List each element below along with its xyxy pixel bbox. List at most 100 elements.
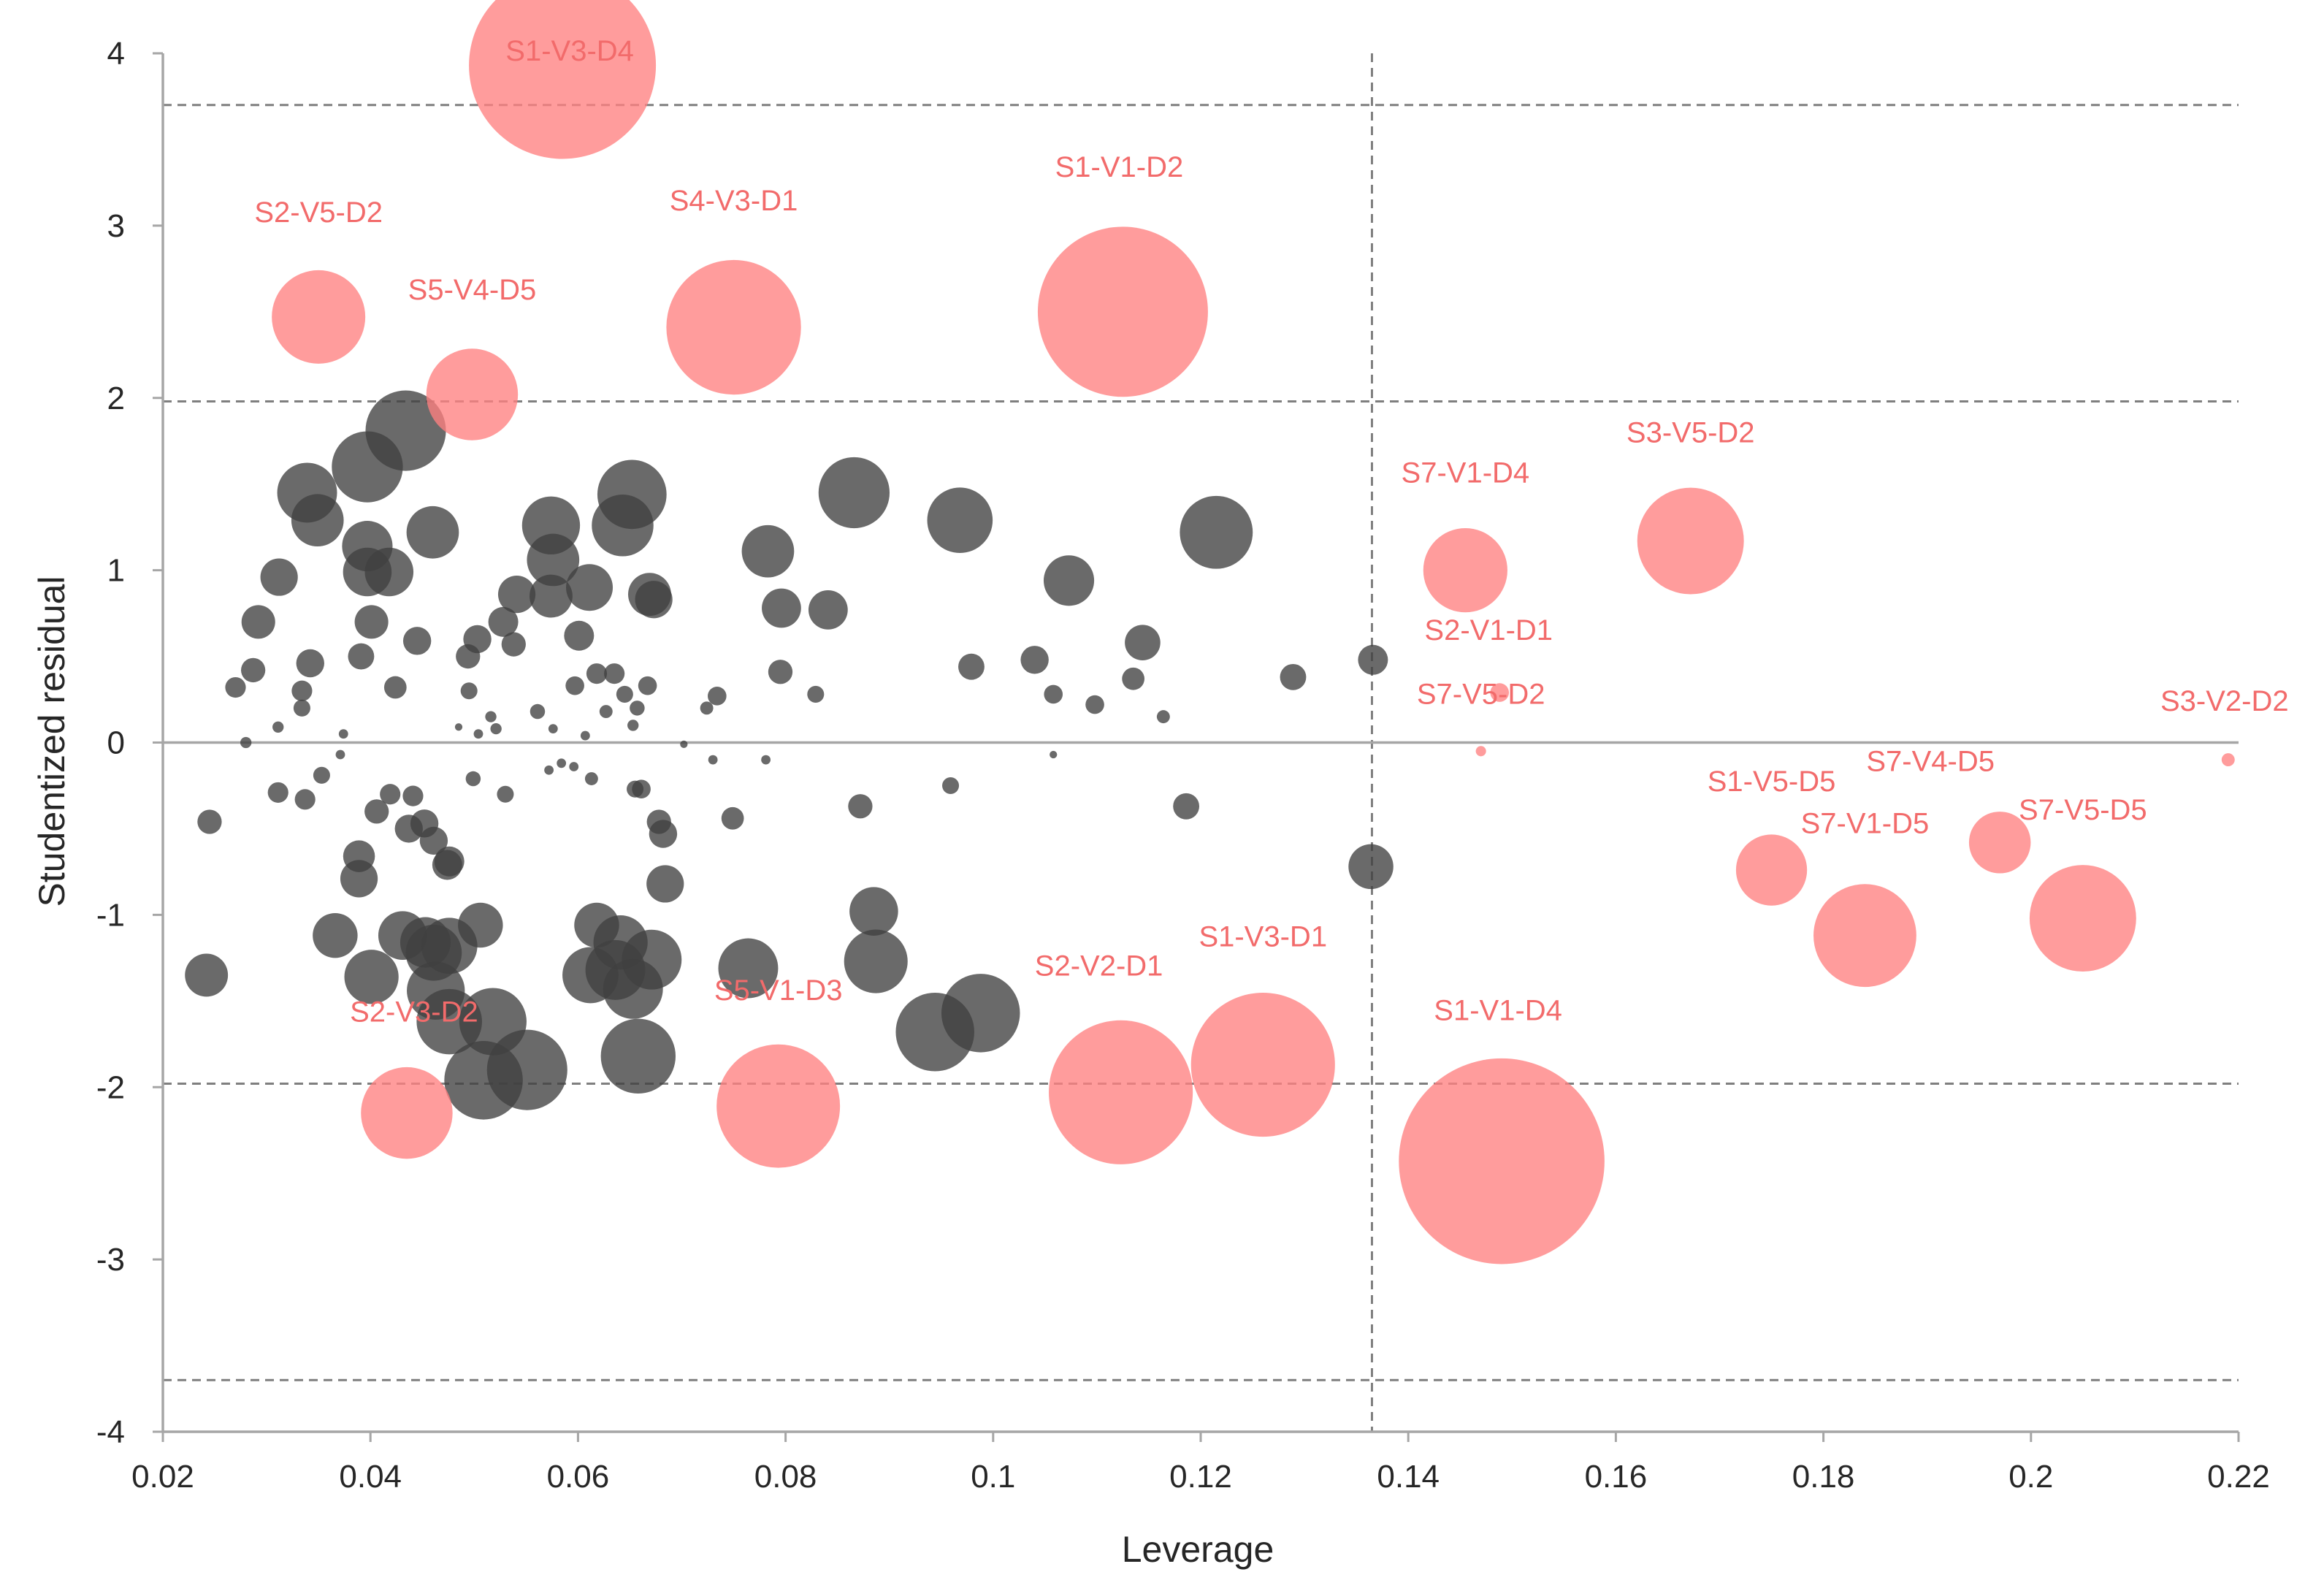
data-point — [241, 605, 275, 639]
outlier-label: S7-V1-D5 — [1801, 808, 1930, 840]
data-point — [240, 657, 266, 683]
data-point — [313, 912, 358, 958]
y-tick-label: -2 — [96, 1069, 125, 1105]
data-point — [364, 547, 414, 597]
data-point — [488, 606, 519, 637]
data-point — [354, 605, 389, 639]
data-point — [348, 643, 375, 670]
y-tick-label: 3 — [107, 208, 125, 244]
y-tick-label: 4 — [107, 36, 125, 72]
axes: 4 3 2 1 0 -1 -2 -3 -40.02 0.04 0.06 0.08 0.1 0.12 0.14… — [96, 36, 2270, 1495]
outlier-label: S2-V5-D2 — [254, 197, 383, 229]
outlier-point — [1490, 683, 1510, 702]
data-point — [465, 771, 481, 787]
outlier-label: S7-V4-D5 — [1866, 745, 1995, 777]
outlier-point — [1475, 746, 1486, 757]
data-point — [383, 676, 407, 699]
outlier-label: S1-V3-D1 — [1199, 921, 1327, 953]
data-point — [958, 653, 985, 680]
data-point — [630, 701, 645, 716]
data-point — [364, 799, 389, 824]
data-point — [586, 663, 608, 684]
data-point — [844, 929, 908, 993]
data-point — [565, 676, 584, 695]
data-point — [544, 765, 554, 775]
data-point — [600, 1018, 676, 1094]
data-point — [197, 809, 222, 834]
x-tick-label: 0.02 — [131, 1459, 194, 1495]
y-axis-title: Studentized residual — [31, 576, 72, 907]
data-point — [497, 576, 536, 614]
data-point — [1180, 495, 1253, 569]
data-point — [497, 785, 514, 803]
data-point — [564, 620, 595, 651]
x-tick-label: 0.18 — [1792, 1459, 1855, 1495]
outlier-label: S3-V2-D2 — [2160, 685, 2289, 717]
data-point — [762, 588, 801, 628]
x-tick-label: 0.12 — [1169, 1459, 1232, 1495]
outlier-label: S4-V3-D1 — [670, 185, 798, 217]
data-point — [406, 505, 459, 559]
data-point — [530, 574, 573, 618]
data-point — [849, 887, 898, 936]
data-point — [942, 777, 960, 794]
point-labels: S1-V3-D4 S2-V5-D2 S5-V4-D5 S4-V3-D1 S1-V1-D2… — [254, 35, 2288, 1029]
data-point — [338, 729, 348, 739]
data-point — [708, 687, 727, 706]
x-tick-label: 0.1 — [971, 1459, 1015, 1495]
outlier-point — [1190, 993, 1335, 1137]
data-point — [501, 632, 526, 657]
outlier-point — [1735, 834, 1808, 906]
data-point — [1085, 695, 1104, 714]
outlier-label: S1-V1-D2 — [1055, 151, 1184, 183]
data-point — [1122, 667, 1144, 690]
data-point — [761, 755, 771, 765]
x-tick-label: 0.04 — [339, 1459, 402, 1495]
outlier-point — [1037, 226, 1208, 397]
data-point — [557, 758, 567, 768]
data-point — [1125, 625, 1161, 661]
data-point — [1043, 555, 1095, 606]
data-point — [460, 682, 478, 700]
data-point — [569, 762, 579, 771]
data-point — [296, 649, 324, 678]
data-point — [344, 950, 399, 1004]
outlier-label: S7-V5-D5 — [2019, 794, 2147, 826]
data-point — [335, 749, 345, 760]
data-point — [490, 722, 502, 735]
data-point — [313, 766, 330, 784]
data-point — [1280, 663, 1307, 690]
outlier-label: S1-V1-D4 — [1434, 995, 1562, 1027]
data-points — [185, 0, 2235, 1264]
y-tick-label: -1 — [96, 897, 125, 933]
data-point — [592, 495, 654, 557]
data-point — [1156, 710, 1170, 724]
x-tick-label: 0.22 — [2207, 1459, 2270, 1495]
data-point — [604, 663, 625, 684]
y-tick-label: 1 — [107, 553, 125, 589]
data-point — [458, 902, 503, 948]
data-point — [584, 772, 598, 785]
x-tick-label: 0.2 — [2008, 1459, 2053, 1495]
data-point — [485, 711, 497, 722]
outlier-point — [1637, 487, 1744, 595]
data-point — [434, 846, 465, 877]
outlier-label: S7-V5-D2 — [1417, 678, 1545, 710]
outlier-point — [469, 0, 657, 159]
data-point — [580, 730, 590, 741]
data-point — [808, 590, 848, 630]
data-point — [646, 865, 684, 903]
outlier-point — [2029, 865, 2136, 972]
data-point — [527, 533, 580, 587]
data-point — [627, 720, 639, 731]
data-point — [530, 703, 546, 720]
outlier-point — [1049, 1020, 1193, 1164]
data-point — [616, 685, 633, 703]
data-point — [818, 457, 890, 529]
data-point — [240, 736, 252, 749]
outlier-point — [426, 348, 519, 440]
data-point — [708, 755, 718, 765]
x-axis-title: Leverage — [1122, 1529, 1274, 1570]
